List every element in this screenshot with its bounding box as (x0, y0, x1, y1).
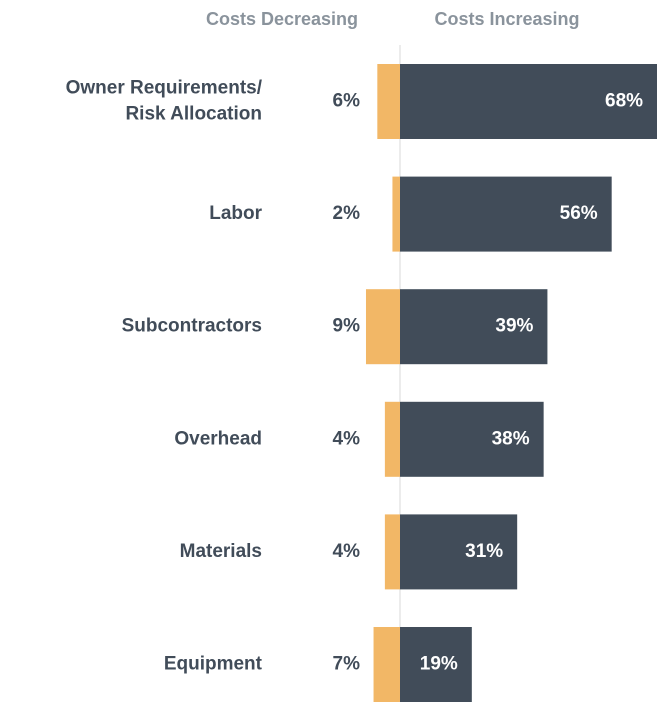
value-label: 4% (333, 541, 361, 562)
category-label: Materials (180, 541, 262, 562)
label-line: Owner Requirements/ (66, 78, 263, 99)
bar-increasing (400, 627, 472, 702)
value-label: 31% (465, 541, 503, 562)
category-label: Overhead (174, 428, 262, 449)
bar-decreasing (384, 514, 400, 590)
category-label: Equipment (164, 654, 263, 675)
bar-increasing (400, 514, 518, 590)
bar-increasing (400, 64, 657, 139)
value-label: 4% (333, 428, 361, 449)
value-label: 6% (333, 91, 361, 112)
value-label: 9% (333, 316, 361, 337)
bar-increasing (400, 289, 548, 365)
category-label: Owner Requirements/Risk Allocation (66, 78, 263, 125)
legend-label: Costs Increasing (434, 9, 579, 29)
value-label: 38% (492, 428, 530, 449)
category-label: Subcontractors (122, 316, 262, 337)
bar-decreasing (392, 176, 400, 252)
bar-decreasing (373, 627, 400, 702)
legend-label: Costs Decreasing (206, 9, 358, 29)
value-label: 19% (420, 654, 458, 675)
label-line: Risk Allocation (125, 104, 262, 125)
bar-decreasing (365, 289, 400, 365)
bar-decreasing (384, 401, 400, 477)
bar-decreasing (377, 64, 400, 139)
value-label: 7% (333, 654, 361, 675)
value-label: 56% (560, 203, 598, 224)
bar-increasing (400, 401, 544, 477)
category-label: Labor (209, 203, 262, 224)
value-label: 39% (495, 316, 533, 337)
value-label: 68% (605, 91, 643, 112)
bar-increasing (400, 176, 612, 252)
value-label: 2% (333, 203, 361, 224)
